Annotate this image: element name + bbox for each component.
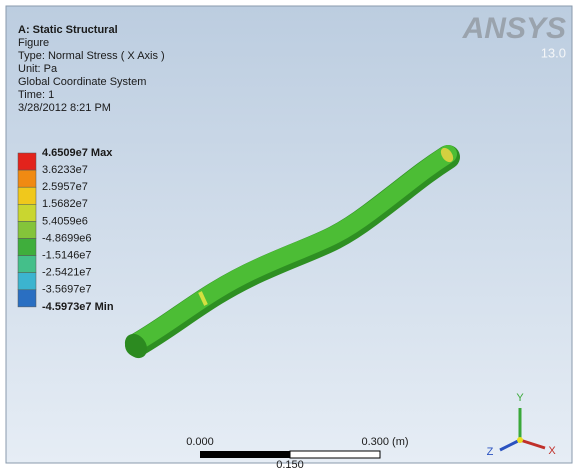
legend-label: 3.6233e7 — [42, 164, 88, 176]
legend-swatch — [18, 221, 36, 238]
legend-swatch — [18, 170, 36, 187]
legend-swatch — [18, 273, 36, 290]
scale-right: 0.300 (m) — [361, 436, 408, 448]
legend-label: -1.5146e7 — [42, 250, 92, 262]
legend-swatch — [18, 204, 36, 221]
header-line: Time: 1 — [18, 89, 54, 101]
header-line: 3/28/2012 8:21 PM — [18, 102, 111, 114]
header-line: Global Coordinate System — [18, 76, 146, 88]
legend-label: 1.5682e7 — [42, 198, 88, 210]
scale-bar — [200, 451, 380, 458]
header-line: Unit: Pa — [18, 63, 58, 75]
legend-label: 2.5957e7 — [42, 181, 88, 193]
legend-swatch — [18, 239, 36, 256]
legend-label: 5.4059e6 — [42, 215, 88, 227]
legend-swatch — [18, 256, 36, 273]
header-line: Figure — [18, 37, 49, 49]
triad-x: X — [548, 445, 556, 457]
legend-label: 4.6509e7 Max — [42, 147, 113, 159]
triad-y: Y — [516, 392, 524, 404]
legend-swatch — [18, 187, 36, 204]
brand-logo: ANSYS — [462, 12, 566, 45]
analysis-title: A: Static Structural — [18, 24, 118, 36]
viewport: A: Static Structural FigureType: Normal … — [0, 0, 578, 469]
legend-label: -3.5697e7 — [42, 284, 92, 296]
version: 13.0 — [541, 45, 566, 60]
header-line: Type: Normal Stress ( X Axis ) — [18, 50, 165, 62]
legend-label: -4.8699e6 — [42, 232, 92, 244]
legend-swatch — [18, 153, 36, 170]
legend-label: -2.5421e7 — [42, 267, 92, 279]
scale-middle: 0.150 — [276, 459, 304, 469]
scale-left: 0.000 — [186, 436, 214, 448]
legend-label: -4.5973e7 Min — [42, 301, 114, 313]
triad-z: Z — [487, 446, 494, 458]
legend-swatch — [18, 290, 36, 307]
